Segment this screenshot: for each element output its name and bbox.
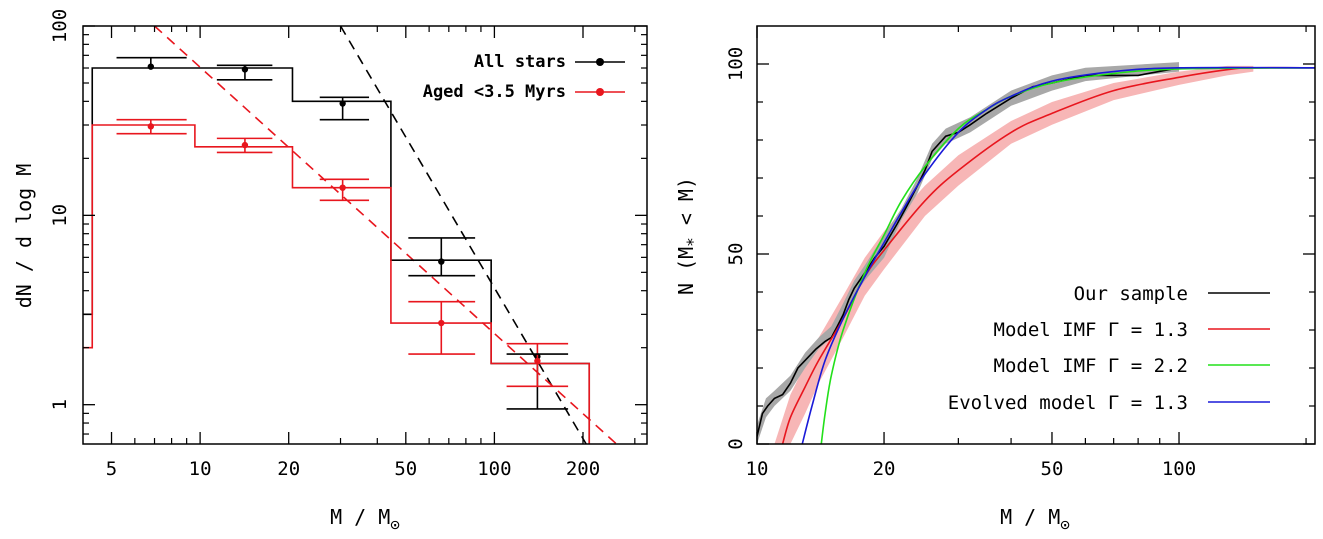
y-tick-label: 1 — [49, 399, 71, 410]
right-y-axis-label: N (M* < M) — [674, 177, 702, 295]
legend-aged-label: Aged <3.5 Myrs — [423, 82, 566, 102]
right-y-axis-label-sub: * — [683, 237, 702, 247]
legend-aged-marker — [596, 88, 604, 96]
uncertainty-band-0 — [774, 65, 1254, 444]
right-x-axis-label-text: M / M — [1000, 505, 1060, 529]
y-tick-label: 100 — [49, 9, 71, 43]
legend-our-sample-label: Our sample — [1074, 283, 1188, 305]
right-y-axis-label-post: < M) — [674, 177, 698, 237]
data-point-0-3 — [438, 258, 445, 265]
data-point-0-1 — [241, 66, 249, 73]
fit-line-0 — [339, 26, 587, 444]
right-panel-cumulative: 10 20 50 100 0 50 100 M / M⊙ N (M* < M) Our sa… — [674, 25, 1316, 534]
left-plot-area — [83, 26, 618, 444]
x-tick-label: 20 — [873, 458, 896, 480]
x-tick-label: 10 — [746, 458, 769, 480]
left-legend: All stars Aged <3.5 Myrs — [423, 52, 625, 102]
histogram-step-1 — [83, 124, 591, 444]
right-x-axis-label-sub: ⊙ — [1060, 515, 1070, 534]
cumulative-line-3 — [801, 66, 1315, 444]
left-x-axis-label-sub: ⊙ — [390, 515, 400, 534]
cumulative-line-0 — [757, 67, 1315, 437]
left-x-axis-label: M / M⊙ — [330, 505, 400, 534]
x-tick-label: 20 — [277, 458, 300, 480]
data-point-1-4 — [534, 357, 541, 365]
legend-model-22-label: Model IMF Γ = 2.2 — [994, 355, 1188, 377]
legend-model-13-label: Model IMF Γ = 1.3 — [994, 319, 1188, 341]
cumulative-line-2 — [820, 67, 1315, 444]
data-point-1-0 — [147, 123, 155, 130]
left-axis-ticks — [83, 25, 647, 444]
fit-line-1 — [153, 26, 618, 444]
x-tick-label: 200 — [566, 458, 600, 480]
right-plot-area — [757, 62, 1315, 444]
x-tick-label: 10 — [189, 458, 212, 480]
x-tick-label: 50 — [394, 458, 417, 480]
right-y-axis-label-pre: N (M — [674, 247, 698, 295]
y-tick-label: 10 — [49, 204, 71, 227]
data-point-1-3 — [438, 319, 445, 327]
left-tick-labels: 5 10 20 50 100 200 1 10 100 — [49, 9, 600, 480]
right-legend: Our sample Model IMF Γ = 1.3 Model IMF Γ… — [948, 283, 1270, 414]
right-plot-frame — [756, 25, 1316, 445]
x-tick-label: 100 — [477, 458, 511, 480]
x-tick-label: 5 — [106, 458, 117, 480]
data-point-1-2 — [339, 184, 346, 191]
data-point-0-2 — [339, 100, 346, 107]
y-tick-label: 0 — [725, 438, 747, 449]
uncertainty-band-1 — [757, 62, 1180, 444]
right-tick-labels: 10 20 50 100 0 50 100 — [725, 47, 1196, 480]
left-plot-frame — [82, 25, 648, 445]
y-tick-label: 50 — [725, 243, 747, 266]
x-tick-label: 50 — [1041, 458, 1064, 480]
left-y-axis-label: dN / d log M — [12, 164, 36, 309]
legend-all-stars-label: All stars — [474, 52, 566, 72]
x-tick-label: 100 — [1162, 458, 1196, 480]
data-point-0-0 — [147, 63, 155, 70]
right-axis-ticks — [756, 26, 1315, 445]
legend-all-stars-marker — [596, 58, 604, 66]
right-x-axis-label: M / M⊙ — [1000, 505, 1070, 534]
left-x-axis-label-text: M / M — [330, 505, 390, 529]
cumulative-line-1 — [781, 66, 1315, 444]
data-point-1-1 — [241, 141, 249, 149]
y-tick-label: 100 — [725, 47, 747, 81]
legend-evolved-label: Evolved model Γ = 1.3 — [948, 392, 1188, 414]
